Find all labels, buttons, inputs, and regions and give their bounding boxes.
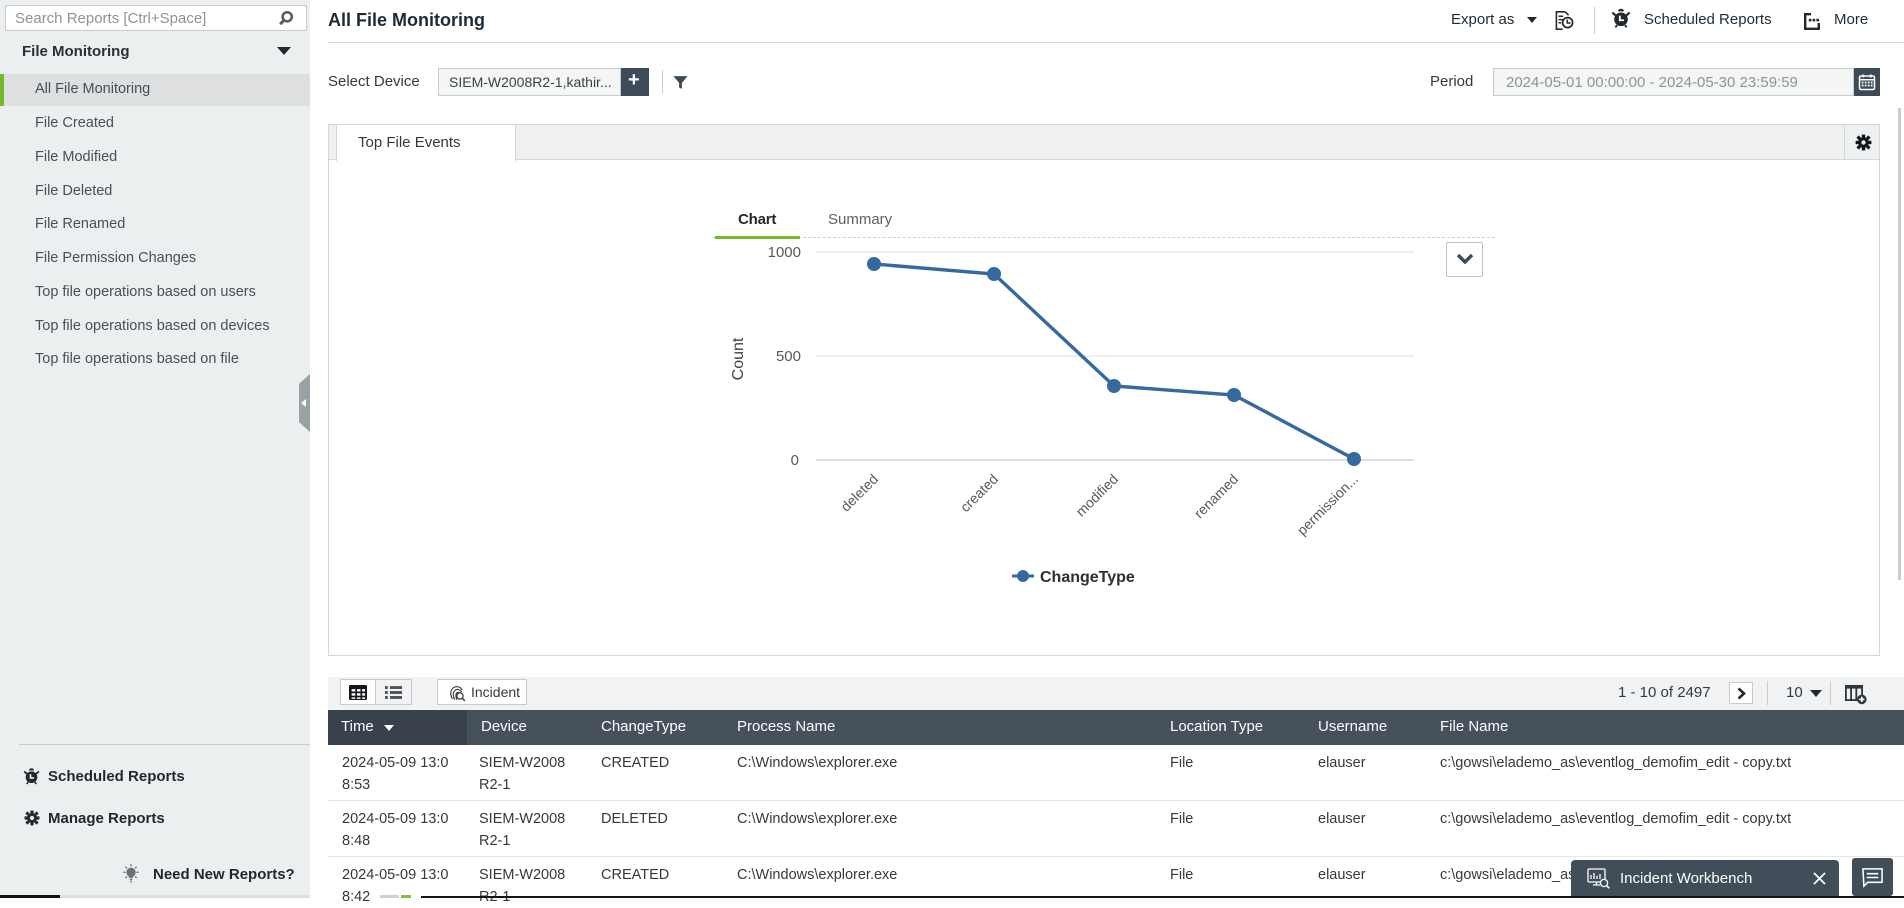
svg-text:created: created (957, 471, 1001, 515)
svg-text:Count: Count (730, 337, 747, 380)
svg-text:renamed: renamed (1191, 471, 1241, 521)
svg-text:modified: modified (1072, 471, 1121, 520)
svg-text:1000: 1000 (768, 244, 801, 261)
svg-text:permission...: permission... (1294, 471, 1361, 538)
svg-text:0: 0 (791, 452, 799, 469)
svg-text:500: 500 (776, 348, 801, 365)
svg-text:deleted: deleted (837, 471, 881, 515)
svg-text:ChangeType: ChangeType (1040, 569, 1135, 586)
